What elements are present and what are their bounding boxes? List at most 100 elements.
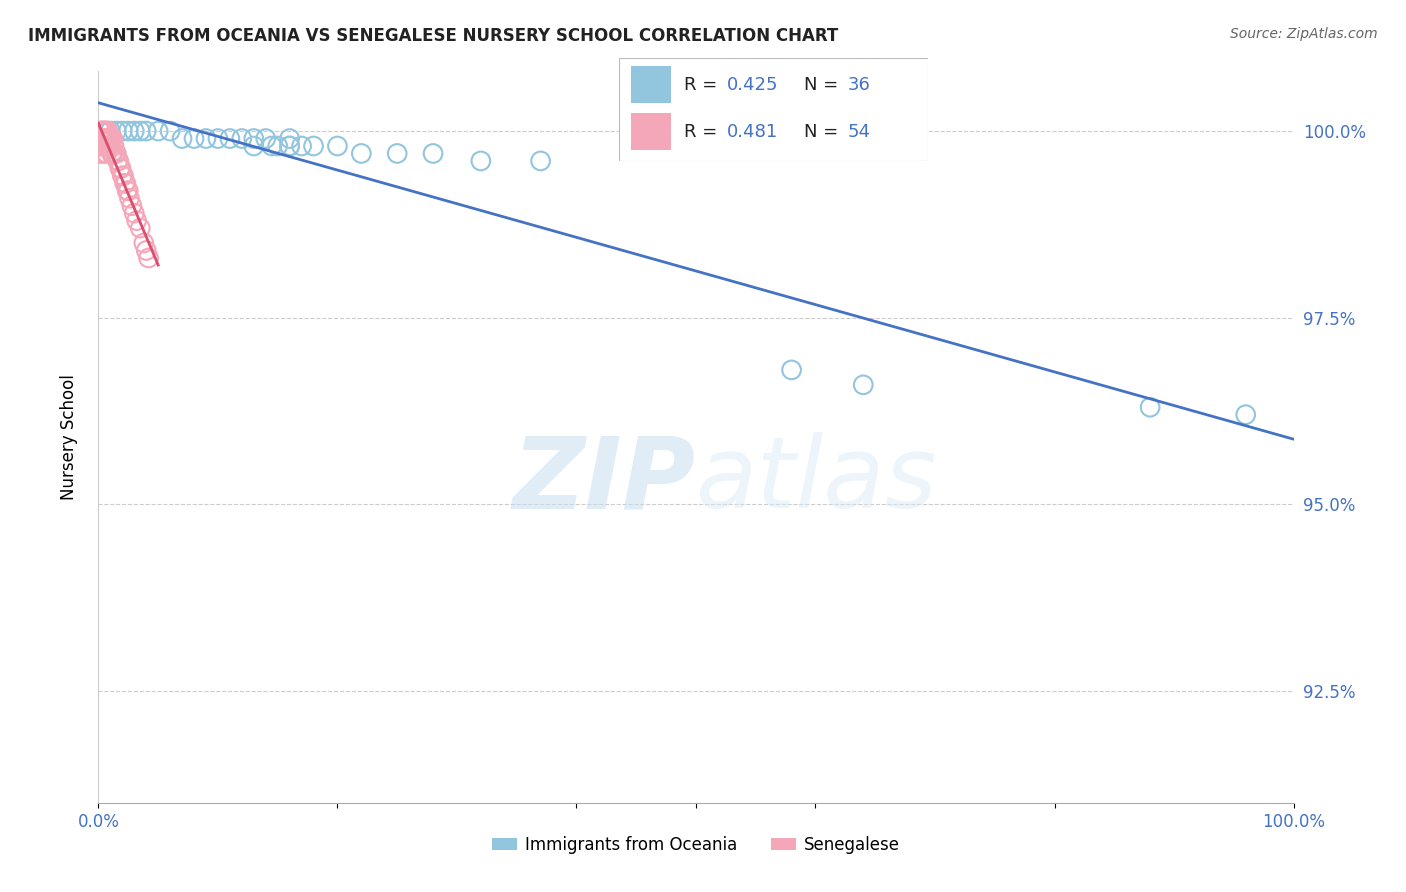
Point <box>107 153 129 168</box>
Point <box>91 146 114 161</box>
Point <box>278 139 301 153</box>
Point <box>118 191 141 205</box>
Point <box>260 139 283 153</box>
Point <box>138 251 160 265</box>
Point <box>110 161 132 176</box>
Point <box>94 124 117 138</box>
Point <box>89 131 111 145</box>
Point <box>90 139 112 153</box>
Point <box>101 131 124 145</box>
Point <box>243 131 266 145</box>
Point <box>93 139 115 153</box>
Point <box>91 131 114 145</box>
Point <box>98 139 122 153</box>
Point <box>1139 401 1161 415</box>
Point <box>132 235 155 250</box>
Point <box>91 131 114 145</box>
Point <box>121 199 143 213</box>
Point <box>852 377 875 392</box>
Point <box>93 124 115 138</box>
Point <box>96 131 118 145</box>
Point <box>115 177 138 191</box>
Y-axis label: Nursery School: Nursery School <box>59 374 77 500</box>
Point <box>91 124 114 138</box>
Point <box>89 124 111 138</box>
Point <box>148 124 170 138</box>
Point <box>115 184 138 198</box>
Text: N =: N = <box>804 76 844 94</box>
Point <box>93 124 115 138</box>
Point <box>89 139 111 153</box>
Point <box>219 131 242 145</box>
Point <box>93 131 115 145</box>
Point <box>105 146 128 161</box>
Point <box>254 131 277 145</box>
Point <box>91 124 114 138</box>
Point <box>129 124 152 138</box>
Text: 0.425: 0.425 <box>727 76 779 94</box>
Point <box>97 131 120 145</box>
Point <box>530 153 553 168</box>
Point <box>124 124 146 138</box>
Point <box>91 139 114 153</box>
Point <box>135 124 157 138</box>
Point <box>470 153 492 168</box>
Legend: Immigrants from Oceania, Senegalese: Immigrants from Oceania, Senegalese <box>485 829 907 860</box>
Point <box>326 139 349 153</box>
Point <box>100 131 122 145</box>
Point <box>231 131 253 145</box>
Point <box>90 124 112 138</box>
Text: N =: N = <box>804 123 844 141</box>
Point <box>129 221 152 235</box>
Point <box>111 124 134 138</box>
Point <box>350 146 373 161</box>
Text: 0.481: 0.481 <box>727 123 778 141</box>
FancyBboxPatch shape <box>619 58 928 161</box>
Point <box>117 124 139 138</box>
Point <box>267 139 290 153</box>
Point <box>97 124 120 138</box>
Point <box>1234 408 1257 422</box>
Point <box>104 146 127 161</box>
Point <box>111 169 134 183</box>
Text: R =: R = <box>683 123 723 141</box>
Point <box>278 139 301 153</box>
Point <box>291 139 314 153</box>
Point <box>89 146 111 161</box>
Point <box>103 139 125 153</box>
Point <box>94 131 117 145</box>
Bar <box>631 66 671 103</box>
Point <box>98 131 122 145</box>
Point <box>100 146 122 161</box>
Point <box>114 177 136 191</box>
Text: 36: 36 <box>848 76 870 94</box>
Point <box>195 131 218 145</box>
Point <box>101 146 124 161</box>
Text: ZIP: ZIP <box>513 433 696 530</box>
Point <box>780 363 803 377</box>
Point <box>96 146 118 161</box>
Point <box>90 131 112 145</box>
Text: R =: R = <box>683 76 723 94</box>
Point <box>117 184 139 198</box>
Point <box>422 146 444 161</box>
Point <box>207 131 229 145</box>
Text: 54: 54 <box>848 123 870 141</box>
Bar <box>631 113 671 150</box>
Text: atlas: atlas <box>696 433 938 530</box>
Point <box>108 161 131 176</box>
Point <box>385 146 409 161</box>
Point <box>96 124 118 138</box>
Point <box>112 169 135 183</box>
Text: Source: ZipAtlas.com: Source: ZipAtlas.com <box>1230 27 1378 41</box>
Point <box>98 131 121 145</box>
Point <box>183 131 205 145</box>
Point <box>94 139 117 153</box>
Point <box>159 124 181 138</box>
Point <box>124 206 146 220</box>
Point <box>172 131 194 145</box>
Point <box>302 139 325 153</box>
Point <box>125 213 148 227</box>
Point <box>278 131 301 145</box>
Point <box>135 244 157 258</box>
